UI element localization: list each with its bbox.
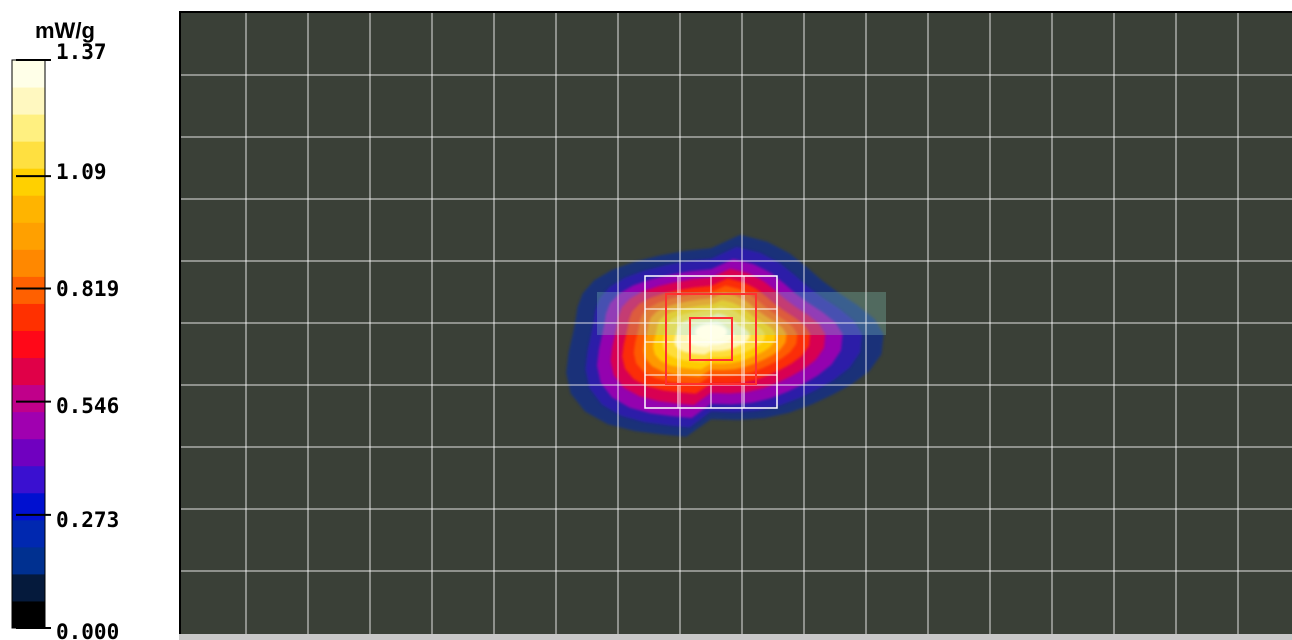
peak-averaging-cube <box>665 293 757 385</box>
colorbar-segment <box>12 141 45 169</box>
colorbar-segment <box>12 600 45 629</box>
grid-lines <box>181 13 1292 634</box>
colorbar-segment <box>12 330 45 359</box>
colorbar-segment <box>12 438 45 467</box>
colorbar-segment <box>12 276 45 304</box>
colorbar-segment <box>12 384 45 413</box>
plot-bottom-border <box>179 634 1292 640</box>
colorbar-segment <box>12 492 45 521</box>
colorbar-tick-label: 1.09 <box>56 160 107 184</box>
colorbar-tick-label: 0.273 <box>56 508 120 532</box>
colorbar-segment <box>12 465 45 494</box>
colorbar-tick-label: 0.819 <box>56 277 120 301</box>
colorbar-segment <box>12 114 45 142</box>
colorbar-segment <box>12 519 45 548</box>
colorbar-scale <box>11 59 51 629</box>
colorbar-segment <box>12 357 45 386</box>
colorbar-tick-label: 0.000 <box>56 620 120 640</box>
colorbar-segment <box>12 573 45 602</box>
colorbar-segment <box>12 249 45 277</box>
colorbar-tick-label: 1.37 <box>56 40 107 64</box>
heatmap-plot <box>181 13 1292 634</box>
sar-contours <box>566 234 886 437</box>
colorbar-segment <box>12 60 45 88</box>
colorbar-segment <box>12 87 45 115</box>
colorbar-tick-label: 0.546 <box>56 394 120 418</box>
colorbar-segment <box>12 222 45 250</box>
colorbar-segment <box>12 168 45 196</box>
colorbar-legend: mW/g 1.37 1.09 0.819 0.546 0.273 0.000 <box>0 0 180 640</box>
colorbar-segment <box>12 303 45 331</box>
colorbar-segment <box>12 546 45 575</box>
zoom-scan-boxes <box>644 275 778 409</box>
colorbar-segment <box>12 411 45 440</box>
colorbar-unit-label: mW/g <box>35 18 95 43</box>
colorbar-segment <box>12 195 45 223</box>
peak-averaging-cube <box>689 317 733 361</box>
